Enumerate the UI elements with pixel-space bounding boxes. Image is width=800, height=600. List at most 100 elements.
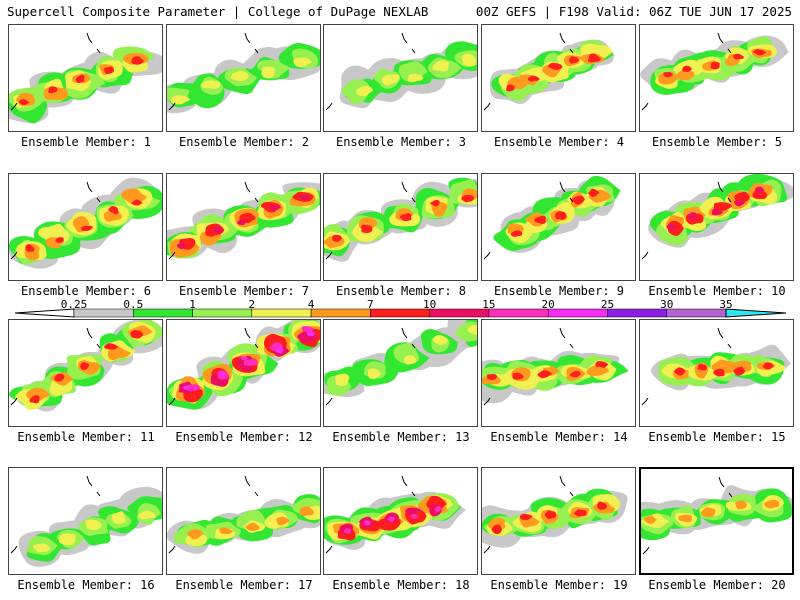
- lakes-mark: [401, 327, 416, 349]
- legend-tick-label: 15: [482, 298, 496, 311]
- lakes-mark: [559, 475, 574, 497]
- coastline-mark: [168, 102, 176, 111]
- ensemble-panel-19[interactable]: [481, 467, 636, 575]
- ensemble-panel-13[interactable]: [323, 319, 478, 427]
- panel-label: Ensemble Member: 17: [175, 578, 313, 592]
- lakes-mark: [86, 181, 101, 203]
- panel-label: Ensemble Member: 16: [17, 578, 155, 592]
- coastline-mark: [10, 545, 18, 554]
- legend-tick-label: 10: [423, 298, 437, 311]
- scp-map: [640, 32, 789, 111]
- legend-swatch: [251, 308, 312, 318]
- coastline-mark: [168, 251, 176, 260]
- scp-map: [483, 175, 621, 260]
- ensemble-panel-14[interactable]: [481, 319, 636, 427]
- ensemble-panel-16[interactable]: [8, 467, 163, 575]
- legend-tick-label: 4: [307, 298, 315, 311]
- ensemble-panel-15[interactable]: [639, 319, 794, 427]
- panel-label: Ensemble Member: 14: [490, 430, 628, 444]
- legend-swatch: [192, 308, 253, 318]
- lakes-mark: [244, 327, 259, 349]
- ensemble-panel-5[interactable]: [639, 24, 794, 132]
- lakes-mark: [86, 327, 101, 349]
- coastline-mark: [483, 545, 491, 554]
- legend-tick-label: 1: [189, 298, 196, 311]
- legend-tick-label: 25: [600, 298, 615, 311]
- scp-map: [324, 475, 466, 554]
- ensemble-panel-7[interactable]: [166, 173, 321, 281]
- scp-map: [167, 32, 320, 114]
- panel-label: Ensemble Member: 18: [332, 578, 470, 592]
- lakes-mark: [717, 327, 732, 349]
- coastline-mark: [168, 397, 176, 406]
- panel-label: Ensemble Member: 7: [178, 284, 310, 298]
- coastline-mark: [641, 102, 649, 111]
- scp-map: [9, 32, 162, 124]
- lakes-mark: [244, 181, 259, 203]
- lakes-mark: [717, 32, 732, 54]
- lakes-mark: [86, 32, 101, 54]
- panel-label: Ensemble Member: 13: [332, 430, 470, 444]
- panel-label: Ensemble Member: 11: [17, 430, 155, 444]
- scp-map: [483, 32, 615, 111]
- scp-map: [641, 174, 793, 260]
- legend-tick-label: 2: [248, 298, 256, 311]
- coastline-mark: [325, 397, 333, 406]
- scp-map: [641, 476, 792, 555]
- coastline-mark: [325, 102, 333, 111]
- panel-label: Ensemble Member: 15: [648, 430, 786, 444]
- panel-label: Ensemble Member: 10: [648, 284, 786, 298]
- lakes-mark: [559, 181, 574, 203]
- legend-tick-label: 7: [367, 298, 374, 311]
- legend-swatch: [547, 308, 608, 318]
- scp-map: [10, 475, 162, 567]
- panel-label: Ensemble Member: 12: [175, 430, 313, 444]
- ensemble-panel-12[interactable]: [166, 319, 321, 427]
- panel-label: Ensemble Member: 2: [178, 135, 310, 149]
- lakes-mark: [559, 327, 574, 349]
- ensemble-panel-8[interactable]: [323, 173, 478, 281]
- scp-map: [167, 320, 320, 410]
- legend-tick-label: 30: [660, 298, 674, 311]
- legend-swatch: [488, 308, 549, 318]
- coastline-mark: [483, 251, 491, 260]
- panel-label: Ensemble Member: 5: [651, 135, 783, 149]
- ensemble-panel-9[interactable]: [481, 173, 636, 281]
- lakes-mark: [86, 475, 101, 497]
- coastline-mark: [641, 251, 649, 260]
- lakes-mark: [717, 181, 732, 203]
- ensemble-panel-3[interactable]: [323, 24, 478, 132]
- legend-swatch: [370, 308, 430, 318]
- ensemble-panel-1[interactable]: [8, 24, 163, 132]
- legend-tick-label: 20: [541, 298, 555, 311]
- lakes-mark: [718, 476, 733, 498]
- coastline-mark: [642, 546, 650, 555]
- page-title: Supercell Composite Parameter | College …: [7, 4, 429, 19]
- coastline-mark: [325, 545, 333, 554]
- ensemble-panel-10[interactable]: [639, 173, 794, 281]
- ensemble-panel-6[interactable]: [8, 173, 163, 281]
- scp-map: [325, 32, 477, 111]
- panel-label: Ensemble Member: 6: [20, 284, 152, 298]
- ensemble-panel-4[interactable]: [481, 24, 636, 132]
- ensemble-panel-11[interactable]: [8, 319, 163, 427]
- coastline-mark: [168, 545, 176, 554]
- panel-label: Ensemble Member: 1: [20, 135, 152, 149]
- scp-map: [167, 475, 320, 554]
- panel-label: Ensemble Member: 3: [335, 135, 467, 149]
- coastline-mark: [641, 397, 649, 406]
- ensemble-panel-2[interactable]: [166, 24, 321, 132]
- coastline-mark: [10, 397, 18, 406]
- panel-label: Ensemble Member: 4: [493, 135, 625, 149]
- legend-swatch: [666, 308, 727, 318]
- legend-swatch: [607, 308, 667, 318]
- ensemble-panel-17[interactable]: [166, 467, 321, 575]
- ensemble-panel-20[interactable]: [639, 467, 794, 575]
- ensemble-panel-18[interactable]: [323, 467, 478, 575]
- panel-label: Ensemble Member: 20: [648, 578, 786, 592]
- coastline-mark: [325, 251, 333, 260]
- scp-map: [167, 181, 320, 260]
- coastline-mark: [10, 251, 18, 260]
- legend-swatch: [310, 308, 371, 318]
- coastline-mark: [10, 102, 18, 111]
